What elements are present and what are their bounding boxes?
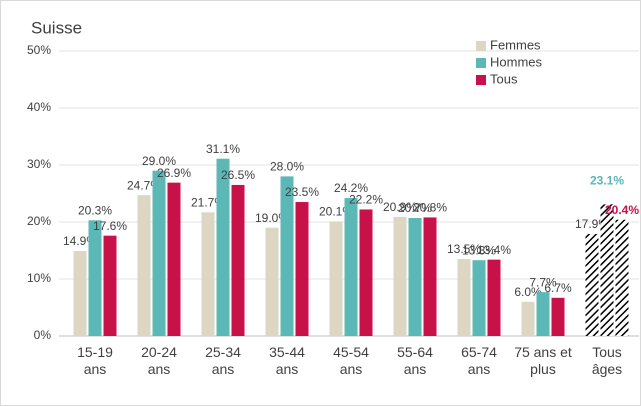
bar [551,297,565,336]
value-label: 26.5% [221,168,255,182]
y-tick-label: 40% [27,100,51,114]
value-label: 28.0% [270,160,304,174]
bar [201,212,215,336]
chart-title: Suisse [31,18,82,37]
bar [216,158,230,336]
bar [408,218,422,336]
value-label: 29.0% [142,154,176,168]
y-tick-label: 10% [27,271,51,285]
value-label: 17.6% [93,219,127,233]
x-tick-label: 75 ans et plus [514,344,572,377]
value-label: 13.5% [447,242,481,256]
bar [265,227,279,336]
y-tick-label: 30% [27,157,51,171]
value-label: 6.7% [544,281,572,295]
bar [585,233,599,336]
bar [457,259,471,336]
value-label: 26.9% [157,166,191,180]
value-label: 23.1% [590,174,624,188]
x-tick-label: 45-54 ans [333,344,369,377]
bar [167,182,181,336]
bar [536,292,550,336]
bar [329,221,343,336]
legend-label: Femmes [490,37,541,52]
value-label: 31.1% [206,142,240,156]
value-label: 20.3% [78,203,112,217]
value-label: 23.5% [285,185,319,199]
legend-swatch [476,75,486,85]
value-label: 20.8% [413,201,447,215]
x-tick-label: 20-24 ans [141,344,177,377]
bar-group [615,219,629,336]
x-tick-label: 65-74 ans [461,344,497,377]
bar [615,219,629,336]
value-label: 20.4% [605,203,639,217]
value-label: 24.2% [334,181,368,195]
bar [137,195,151,336]
x-tick-label: Tous âges [591,344,623,377]
bar [600,204,614,336]
bar [88,220,102,336]
value-label: 7.7% [529,275,557,289]
y-tick-label: 50% [27,43,51,57]
bar [103,235,117,336]
value-label: 13.3% [462,243,496,257]
value-label: 6.0% [514,285,542,299]
bar [280,176,294,336]
legend-label: Hommes [490,54,543,69]
x-tick-label: 35-44 ans [269,344,305,377]
legend-label: Tous [490,71,518,86]
bar [393,216,407,336]
value-label: 13.4% [477,243,511,257]
bar [231,184,245,336]
x-tick-label: 55-64 ans [397,344,433,377]
bar [73,251,87,336]
value-label: 20.9% [383,200,417,214]
x-tick-label: 15-19 ans [77,344,113,377]
y-tick-label: 20% [27,214,51,228]
legend-swatch [476,41,486,51]
value-label: 20.7% [398,201,432,215]
bar [423,217,437,336]
y-tick-label: 0% [34,328,52,342]
bar [152,170,166,336]
legend-swatch [476,58,486,68]
bar [359,209,373,336]
bar [487,259,501,336]
value-label: 22.2% [349,193,383,207]
bar [472,260,486,336]
bar [521,301,535,336]
bar-group [585,233,599,336]
bar [295,202,309,336]
bar [344,198,358,336]
bar-group [600,204,614,336]
x-tick-label: 25-34 ans [205,344,241,377]
